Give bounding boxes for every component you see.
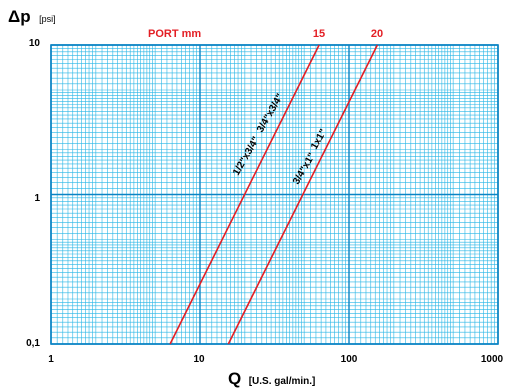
chart-grid: [50, 44, 499, 345]
plot-frame: [50, 44, 499, 345]
chart-curves: [169, 44, 379, 345]
x-tick-label: 1: [48, 354, 54, 365]
series-name-15: 15: [313, 28, 325, 40]
y-tick-label: 0,1: [26, 338, 40, 349]
y-axis-title: Δp [psi]: [8, 7, 56, 26]
x-axis-title: Q [U.S. gal/min.]: [228, 369, 315, 388]
y-axis-unit: [psi]: [39, 14, 56, 24]
y-tick-label: 10: [29, 38, 41, 49]
y-tick-label: 1: [34, 193, 40, 204]
x-axis-symbol: Q: [228, 369, 241, 388]
series-line-15: [169, 44, 320, 345]
y-axis-symbol: Δp: [8, 7, 31, 26]
x-tick-label: 1000: [481, 354, 504, 365]
x-tick-label: 100: [341, 354, 358, 365]
x-axis-unit: [U.S. gal/min.]: [249, 376, 316, 387]
port-header: PORT mm: [148, 28, 201, 40]
x-tick-label: 10: [193, 354, 205, 365]
series-name-20: 20: [371, 28, 383, 40]
series-line-20: [227, 44, 379, 345]
